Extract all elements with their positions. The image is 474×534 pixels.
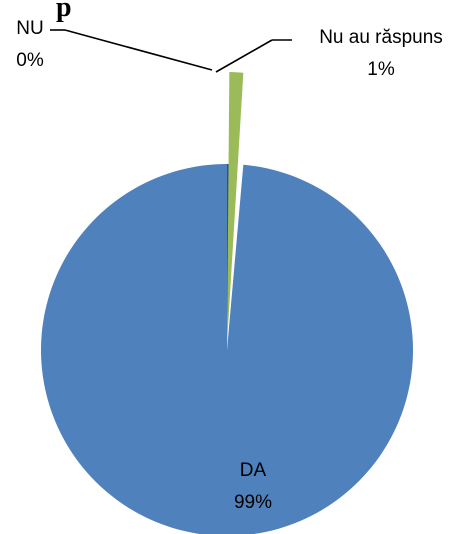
data-label-nu-au-raspuns-percent: 1%: [367, 59, 395, 80]
data-label-da-category: DA: [240, 460, 267, 481]
data-label-nu-au-raspuns-category: Nu au răspuns: [319, 27, 443, 48]
leader-line-nu-au-raspuns: [215, 39, 273, 73]
chart-title-fragment: p: [56, 0, 72, 23]
pie-slice-nu-au-raspuns: [227, 72, 244, 345]
data-label-nu-category: NU: [16, 18, 43, 39]
leader-line-nu-diag: [64, 29, 213, 71]
pie-slice-da: [41, 164, 413, 534]
data-label-nu-percent: 0%: [16, 50, 44, 71]
data-label-da-percent: 99%: [234, 492, 272, 513]
